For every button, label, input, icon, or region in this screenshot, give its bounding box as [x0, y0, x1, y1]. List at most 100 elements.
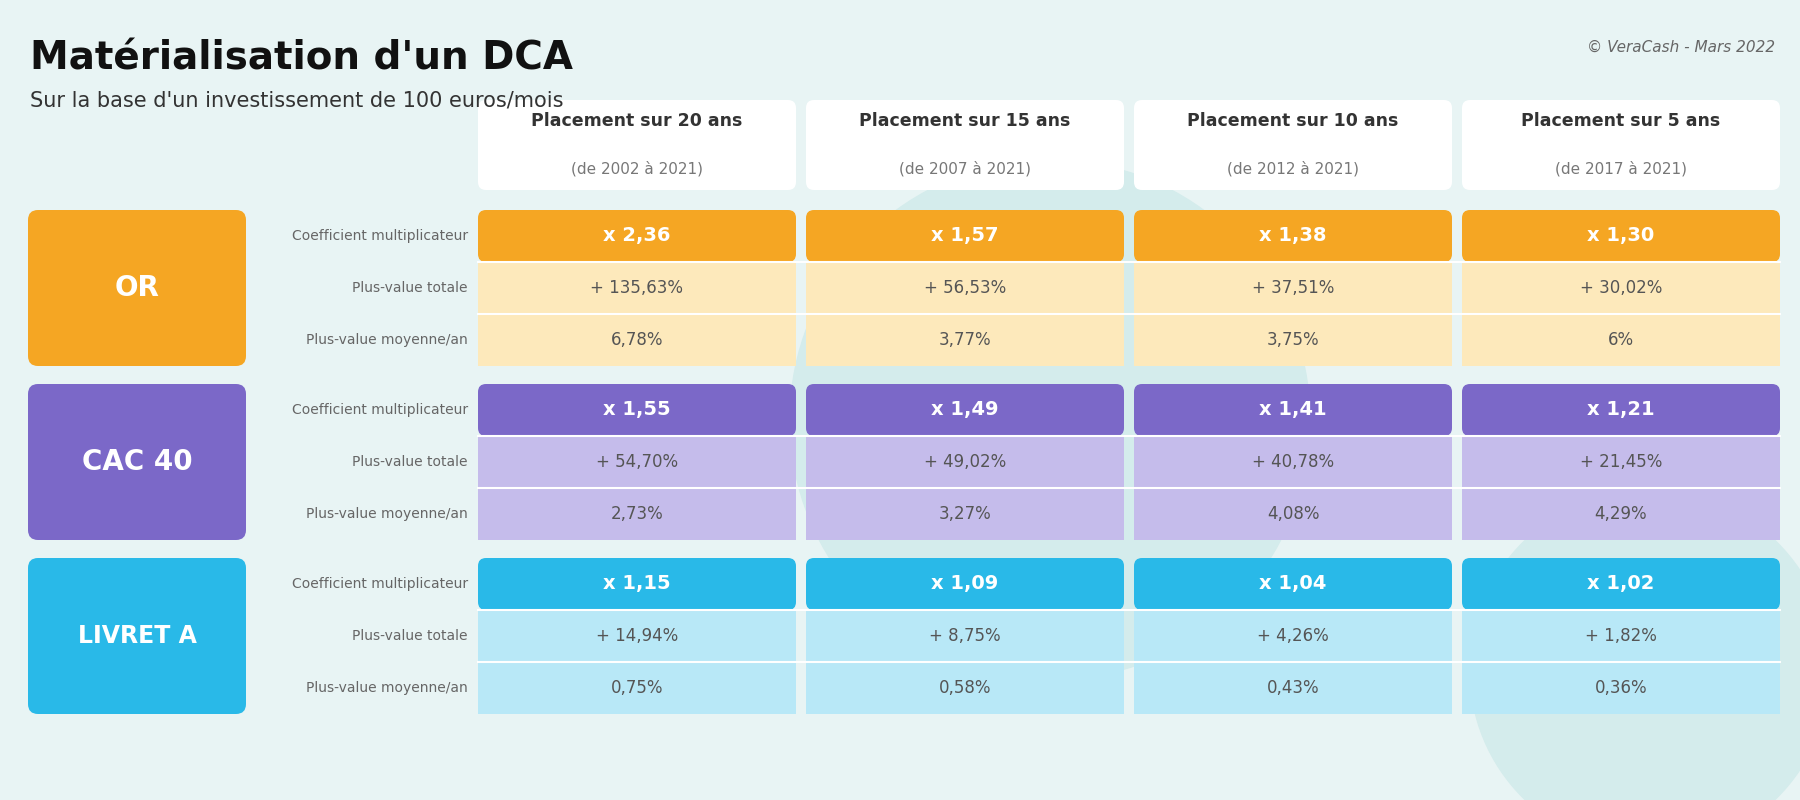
Bar: [1134, 662, 1453, 714]
FancyBboxPatch shape: [806, 210, 1123, 262]
Text: x 1,04: x 1,04: [1260, 574, 1327, 594]
Text: Plus-value totale: Plus-value totale: [353, 629, 468, 643]
FancyBboxPatch shape: [479, 210, 796, 262]
FancyBboxPatch shape: [1462, 558, 1780, 610]
Text: + 56,53%: + 56,53%: [923, 279, 1006, 297]
Bar: [806, 488, 1123, 540]
Text: 3,75%: 3,75%: [1267, 331, 1319, 349]
Text: 3,27%: 3,27%: [938, 505, 992, 523]
Text: © VeraCash - Mars 2022: © VeraCash - Mars 2022: [1588, 40, 1775, 55]
Text: x 1,57: x 1,57: [931, 226, 999, 246]
Text: 0,36%: 0,36%: [1595, 679, 1647, 697]
Text: LIVRET A: LIVRET A: [77, 624, 196, 648]
Text: Placement sur 15 ans: Placement sur 15 ans: [859, 112, 1071, 130]
Bar: [479, 610, 796, 662]
Bar: [479, 262, 796, 314]
FancyBboxPatch shape: [1462, 384, 1780, 436]
Text: x 1,49: x 1,49: [931, 401, 999, 419]
Text: (de 2012 à 2021): (de 2012 à 2021): [1228, 161, 1359, 176]
Bar: [479, 314, 796, 366]
Bar: [1462, 314, 1780, 366]
Text: + 37,51%: + 37,51%: [1251, 279, 1334, 297]
Text: Sur la base d'un investissement de 100 euros/mois: Sur la base d'un investissement de 100 e…: [31, 90, 563, 110]
FancyBboxPatch shape: [806, 100, 1123, 190]
Bar: [806, 610, 1123, 662]
Text: x 1,09: x 1,09: [931, 574, 999, 594]
Bar: [479, 662, 796, 714]
Bar: [1134, 314, 1453, 366]
Bar: [1134, 262, 1453, 314]
Text: Placement sur 20 ans: Placement sur 20 ans: [531, 112, 743, 130]
Text: Coefficient multiplicateur: Coefficient multiplicateur: [292, 229, 468, 243]
FancyBboxPatch shape: [806, 384, 1123, 436]
Text: + 21,45%: + 21,45%: [1580, 453, 1661, 471]
FancyBboxPatch shape: [479, 100, 796, 190]
FancyBboxPatch shape: [1134, 558, 1453, 610]
Text: + 14,94%: + 14,94%: [596, 627, 679, 645]
Text: Plus-value totale: Plus-value totale: [353, 281, 468, 295]
FancyBboxPatch shape: [29, 384, 247, 540]
Text: x 1,02: x 1,02: [1588, 574, 1654, 594]
Text: Placement sur 10 ans: Placement sur 10 ans: [1188, 112, 1399, 130]
Bar: [1134, 436, 1453, 488]
Text: x 1,38: x 1,38: [1260, 226, 1327, 246]
FancyBboxPatch shape: [29, 210, 247, 366]
Bar: [1462, 610, 1780, 662]
Bar: [1462, 262, 1780, 314]
Text: x 1,41: x 1,41: [1260, 401, 1327, 419]
Text: 6,78%: 6,78%: [610, 331, 662, 349]
Bar: [1462, 662, 1780, 714]
Text: + 49,02%: + 49,02%: [923, 453, 1006, 471]
Text: Plus-value moyenne/an: Plus-value moyenne/an: [306, 333, 468, 347]
Text: x 1,15: x 1,15: [603, 574, 671, 594]
FancyBboxPatch shape: [479, 558, 796, 610]
Text: + 135,63%: + 135,63%: [590, 279, 684, 297]
Text: 0,75%: 0,75%: [610, 679, 662, 697]
Text: (de 2017 à 2021): (de 2017 à 2021): [1555, 161, 1687, 176]
Text: Plus-value totale: Plus-value totale: [353, 455, 468, 469]
Bar: [806, 662, 1123, 714]
FancyBboxPatch shape: [1134, 384, 1453, 436]
Text: Coefficient multiplicateur: Coefficient multiplicateur: [292, 577, 468, 591]
FancyBboxPatch shape: [479, 384, 796, 436]
Bar: [806, 262, 1123, 314]
FancyBboxPatch shape: [1134, 210, 1453, 262]
Text: Coefficient multiplicateur: Coefficient multiplicateur: [292, 403, 468, 417]
Bar: [1134, 610, 1453, 662]
Bar: [1462, 488, 1780, 540]
Bar: [806, 314, 1123, 366]
Text: 0,58%: 0,58%: [940, 679, 992, 697]
Text: 4,08%: 4,08%: [1267, 505, 1319, 523]
Text: Plus-value moyenne/an: Plus-value moyenne/an: [306, 681, 468, 695]
FancyBboxPatch shape: [29, 558, 247, 714]
Text: 6%: 6%: [1607, 331, 1634, 349]
Text: CAC 40: CAC 40: [81, 448, 193, 476]
Text: Matérialisation d'un DCA: Matérialisation d'un DCA: [31, 40, 572, 78]
Text: + 30,02%: + 30,02%: [1580, 279, 1661, 297]
FancyBboxPatch shape: [806, 558, 1123, 610]
Circle shape: [790, 160, 1310, 680]
Text: Placement sur 5 ans: Placement sur 5 ans: [1521, 112, 1721, 130]
Bar: [1134, 488, 1453, 540]
Text: + 54,70%: + 54,70%: [596, 453, 679, 471]
Text: + 1,82%: + 1,82%: [1586, 627, 1658, 645]
FancyBboxPatch shape: [1462, 100, 1780, 190]
Text: x 2,36: x 2,36: [603, 226, 671, 246]
Text: x 1,21: x 1,21: [1588, 401, 1654, 419]
FancyBboxPatch shape: [1134, 100, 1453, 190]
Text: OR: OR: [115, 274, 160, 302]
Bar: [806, 436, 1123, 488]
Text: (de 2002 à 2021): (de 2002 à 2021): [571, 161, 704, 176]
Circle shape: [1471, 490, 1800, 800]
Text: 0,43%: 0,43%: [1267, 679, 1319, 697]
Bar: [479, 436, 796, 488]
Text: x 1,55: x 1,55: [603, 401, 671, 419]
Text: 2,73%: 2,73%: [610, 505, 664, 523]
Text: + 4,26%: + 4,26%: [1256, 627, 1328, 645]
Text: Plus-value moyenne/an: Plus-value moyenne/an: [306, 507, 468, 521]
Text: + 8,75%: + 8,75%: [929, 627, 1001, 645]
Bar: [1462, 436, 1780, 488]
Bar: [479, 488, 796, 540]
Text: 4,29%: 4,29%: [1595, 505, 1647, 523]
Text: + 40,78%: + 40,78%: [1253, 453, 1334, 471]
